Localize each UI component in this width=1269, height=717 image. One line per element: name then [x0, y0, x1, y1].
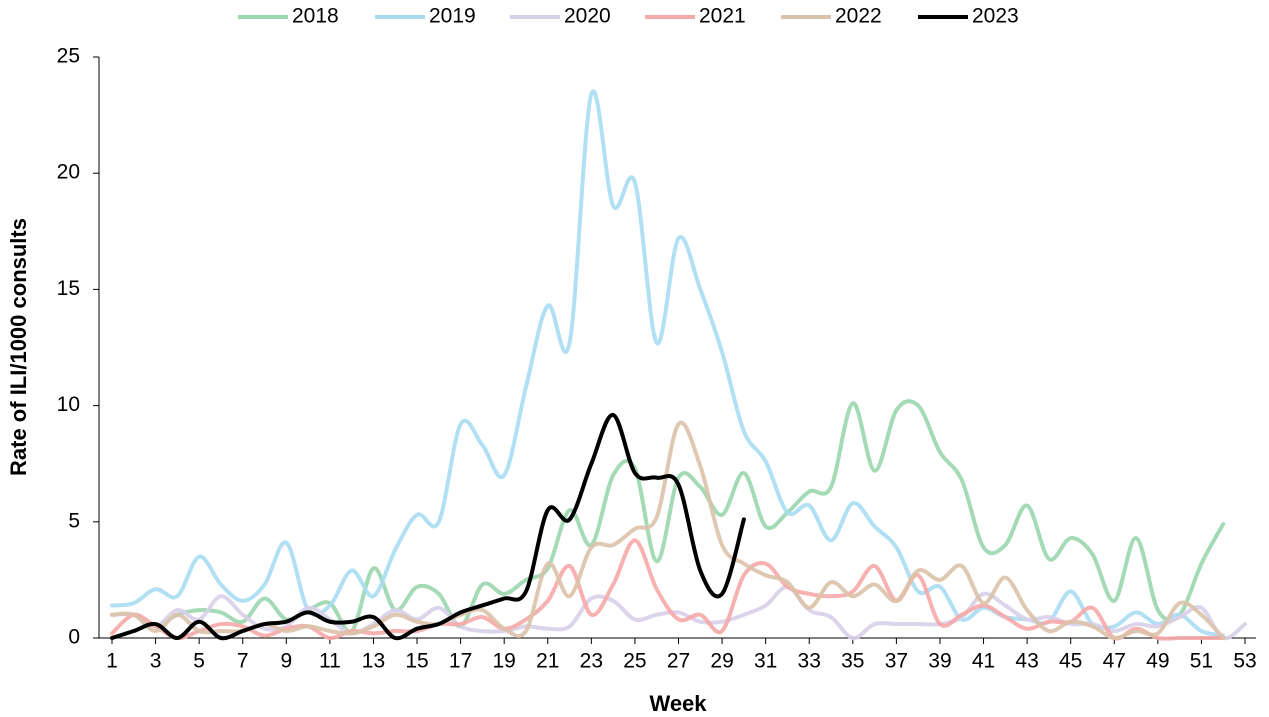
y-axis-title: Rate of ILI/1000 consults — [6, 218, 31, 476]
x-axis-title: Week — [649, 691, 707, 716]
x-tick-label: 49 — [1146, 650, 1169, 673]
x-tick-label: 45 — [1059, 650, 1082, 673]
x-tick-label: 29 — [710, 650, 733, 673]
x-tick-label: 53 — [1233, 650, 1256, 673]
x-tick-label: 13 — [362, 650, 385, 673]
x-tick-label: 17 — [449, 650, 472, 673]
x-tick-label: 37 — [885, 650, 908, 673]
legend-label: 2023 — [972, 5, 1019, 28]
x-tick-label: 11 — [319, 650, 341, 673]
y-tick-label: 25 — [57, 45, 80, 68]
x-tick-label: 9 — [280, 650, 292, 673]
x-tick-label: 1 — [106, 650, 118, 673]
legend-label: 2021 — [699, 5, 746, 28]
x-tick-label: 3 — [150, 650, 162, 673]
x-tick-label: 27 — [667, 650, 690, 673]
legend-label: 2022 — [835, 5, 882, 28]
x-tick-label: 5 — [193, 650, 205, 673]
y-tick-label: 15 — [57, 277, 80, 300]
x-tick-label: 35 — [841, 650, 864, 673]
legend-label: 2019 — [429, 5, 476, 28]
y-tick-label: 0 — [68, 626, 80, 649]
x-tick-label: 43 — [1015, 650, 1038, 673]
x-tick-label: 39 — [928, 650, 951, 673]
series-line — [110, 420, 1226, 641]
x-tick-label: 7 — [237, 650, 249, 673]
x-tick-label: 31 — [754, 650, 777, 673]
x-tick-label: 33 — [798, 650, 821, 673]
series-line — [110, 399, 1226, 634]
legend-label: 2020 — [564, 5, 611, 28]
series-line — [110, 584, 1247, 641]
y-tick-label: 5 — [68, 509, 80, 532]
y-tick-label: 20 — [57, 161, 80, 184]
legend-label: 2018 — [292, 5, 339, 28]
x-tick-label: 21 — [536, 650, 559, 673]
x-tick-label: 19 — [493, 650, 516, 673]
x-tick-label: 47 — [1103, 650, 1126, 673]
x-tick-label: 15 — [405, 650, 428, 673]
x-tick-label: 51 — [1190, 650, 1213, 673]
series-line — [110, 412, 746, 641]
x-tick-label: 41 — [972, 650, 995, 673]
x-tick-label: 25 — [623, 650, 646, 673]
x-tick-label: 23 — [580, 650, 603, 673]
y-tick-label: 10 — [57, 393, 80, 416]
